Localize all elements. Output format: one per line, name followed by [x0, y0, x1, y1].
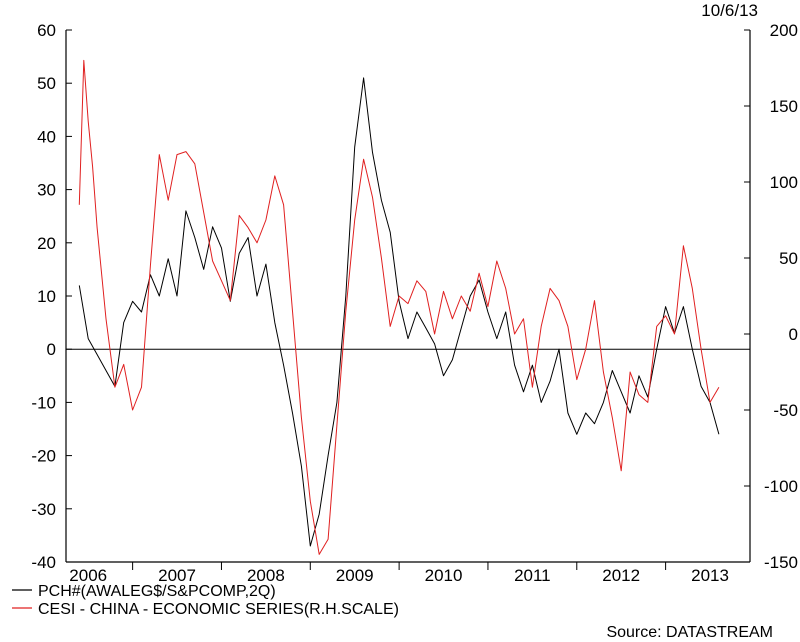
series-line-2 — [78, 59, 720, 555]
series-line-1 — [78, 77, 720, 547]
source-label: Source: DATASTREAM — [606, 624, 773, 641]
right-tick-label: 0 — [789, 325, 798, 344]
left-tick-label: -10 — [31, 393, 56, 412]
left-tick-label: 60 — [37, 21, 56, 40]
left-y-axis: 60 50 40 30 20 10 0 -10 -20 -30 -40 — [31, 21, 72, 572]
right-tick-label: -100 — [764, 477, 798, 496]
right-y-axis: 200 150 100 50 0 -50 -100 -150 — [744, 21, 798, 572]
series-layer — [66, 59, 750, 555]
left-tick-label: 30 — [37, 181, 56, 200]
right-tick-label: -150 — [764, 553, 798, 572]
left-tick-label: -20 — [31, 447, 56, 466]
left-tick-label: 40 — [37, 127, 56, 146]
left-tick-label: 10 — [37, 287, 56, 306]
right-tick-label: 50 — [779, 249, 798, 268]
x-tick-label: 2010 — [425, 566, 463, 585]
legend-label-series-1: PCH#(AWALEG$/S&PCOMP,2Q) — [38, 583, 276, 600]
left-tick-label: 0 — [47, 340, 56, 359]
left-tick-label: -40 — [31, 553, 56, 572]
x-tick-label: 2008 — [247, 566, 285, 585]
right-tick-label: 200 — [770, 21, 798, 40]
x-axis: 2006 2007 2008 2009 2010 2011 2012 2013 — [69, 562, 729, 585]
x-tick-label: 2011 — [514, 566, 551, 585]
right-tick-label: -50 — [773, 401, 798, 420]
x-tick-label: 2007 — [158, 566, 196, 585]
x-tick-label: 2006 — [69, 566, 107, 585]
x-tick-label: 2012 — [602, 566, 640, 585]
x-tick-label: 2009 — [336, 566, 374, 585]
right-tick-label: 100 — [770, 173, 798, 192]
left-tick-label: 20 — [37, 234, 56, 253]
date-label: 10/6/13 — [701, 1, 758, 20]
right-tick-label: 150 — [770, 97, 798, 116]
left-tick-label: 50 — [37, 74, 56, 93]
left-tick-label: -30 — [31, 500, 56, 519]
legend: PCH#(AWALEG$/S&PCOMP,2Q) CESI - CHINA - … — [12, 583, 399, 618]
x-tick-label: 2013 — [691, 566, 729, 585]
legend-label-series-2: CESI - CHINA - ECONOMIC SERIES(R.H.SCALE… — [38, 601, 399, 618]
